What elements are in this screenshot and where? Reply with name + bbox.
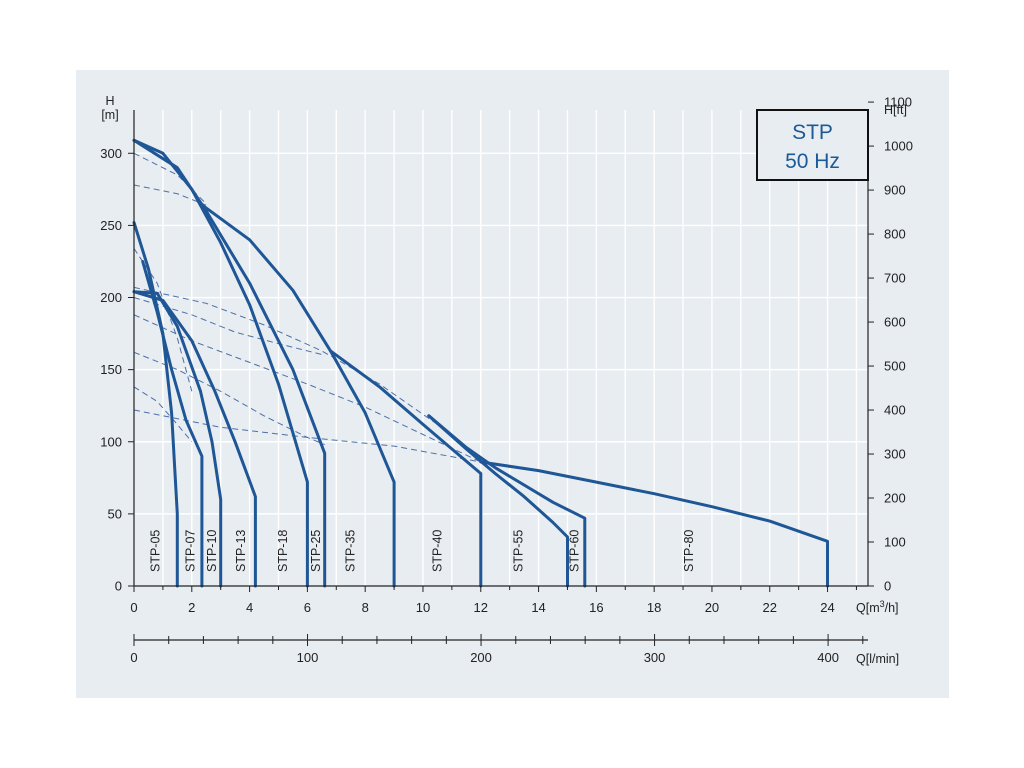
x-tick-label: 0 [130, 600, 137, 615]
curve-stp-25 [132, 138, 327, 588]
model-label-stp-10: STP-10 [205, 530, 219, 572]
info-box-frequency: 50 Hz [785, 150, 840, 173]
curve-stp-40 [329, 349, 483, 588]
y-right-tick-label: 300 [884, 447, 906, 462]
info-box-title: STP [792, 121, 833, 144]
efficiency-curve [133, 386, 193, 443]
x-tick-label: 2 [188, 600, 195, 615]
x-secondary-tick-label: 100 [297, 650, 319, 665]
y-left-tick-label: 200 [100, 290, 122, 305]
efficiency-curve [133, 184, 207, 206]
curve-stp-13 [132, 290, 257, 588]
grid [134, 110, 868, 586]
curve-stp-07 [141, 260, 204, 588]
efficiency-curve [133, 286, 482, 463]
x-secondary-tick-label: 300 [644, 650, 666, 665]
x-tick-label: 10 [416, 600, 430, 615]
model-label-stp-55: STP-55 [511, 530, 525, 572]
y-right-tick-label: 900 [884, 183, 906, 198]
x-tick-label: 14 [531, 600, 545, 615]
x-tick-label: 4 [246, 600, 253, 615]
y-right-tick-label: 500 [884, 359, 906, 374]
x-axis-title-superscript: 3 [880, 599, 885, 609]
x-tick-label: 24 [820, 600, 834, 615]
y-right-axis-title: H[ft] [884, 103, 907, 117]
y-left-tick-label: 0 [115, 579, 122, 594]
info-box: STP 50 Hz [756, 109, 869, 181]
info-box-border [756, 109, 869, 181]
x-secondary-tick-label: 200 [470, 650, 492, 665]
x-axis-title: Q[m3/h] [856, 599, 899, 615]
pump-performance-chart: STP-05 STP-07 STP-10 STP-13 STP-18 STP-25 STP-… [100, 94, 913, 666]
x-secondary-tick-label: 400 [817, 650, 839, 665]
efficiency-curve [133, 297, 325, 356]
efficiency-curve [133, 351, 325, 446]
model-label-stp-35: STP-35 [344, 530, 358, 572]
y-left-tick-label: 300 [100, 146, 122, 161]
curve-stp-05 [132, 221, 179, 588]
y-right-tick-label: 800 [884, 227, 906, 242]
curve-stp-10 [132, 290, 223, 588]
model-label-stp-80: STP-80 [682, 530, 696, 572]
model-label-stp-40: STP-40 [430, 530, 444, 572]
x-axis-title-main: Q[m [856, 601, 880, 615]
y-left-tick-label: 150 [100, 362, 122, 377]
y-left-tick-label: 50 [108, 506, 122, 521]
model-labels: STP-05 STP-07 STP-10 STP-13 STP-18 STP-25 STP-… [149, 530, 696, 572]
y-right-tick-label: 600 [884, 315, 906, 330]
y-right-tick-label: 200 [884, 491, 906, 506]
x-tick-label: 22 [763, 600, 777, 615]
x-secondary-tick-label: 0 [130, 650, 137, 665]
y-right-tick-label: 100 [884, 535, 906, 550]
model-label-stp-05: STP-05 [149, 530, 163, 572]
efficiency-curve [133, 409, 481, 463]
y-right-tick-label: 700 [884, 271, 906, 286]
x-tick-label: 12 [474, 600, 488, 615]
x-tick-label: 18 [647, 600, 661, 615]
y-left-axis-title-unit: [m] [101, 108, 118, 122]
curve-stp-80 [479, 460, 829, 588]
y-right-tick-label: 1000 [884, 139, 913, 154]
y-right-tick-label: 0 [884, 579, 891, 594]
model-label-stp-60: STP-60 [568, 530, 582, 572]
chart-panel: STP-05 STP-07 STP-10 STP-13 STP-18 STP-25 STP-… [76, 70, 949, 698]
y-right-tick-label: 1100 [884, 95, 912, 110]
axes: 0501001502002503000100200300400500600700… [100, 95, 913, 665]
model-label-stp-13: STP-13 [234, 530, 248, 572]
y-right-tick-label: 400 [884, 403, 906, 418]
curve-stp-18 [132, 138, 309, 588]
x-secondary-axis-title: Q[l/min] [856, 652, 899, 666]
performance-curves [132, 138, 829, 588]
x-tick-label: 8 [362, 600, 369, 615]
x-tick-label: 20 [705, 600, 719, 615]
y-left-tick-label: 100 [100, 434, 122, 449]
x-tick-label: 6 [304, 600, 311, 615]
plot-area [134, 110, 868, 586]
x-tick-label: 16 [589, 600, 603, 615]
model-label-stp-25: STP-25 [309, 530, 323, 572]
curve-stp-60 [427, 414, 587, 588]
model-label-stp-07: STP-07 [183, 530, 197, 572]
model-label-stp-18: STP-18 [276, 530, 290, 572]
x-axis-title-tail: /h] [885, 601, 899, 615]
y-left-axis-title-symbol: H [105, 94, 114, 108]
y-left-tick-label: 250 [100, 218, 122, 233]
